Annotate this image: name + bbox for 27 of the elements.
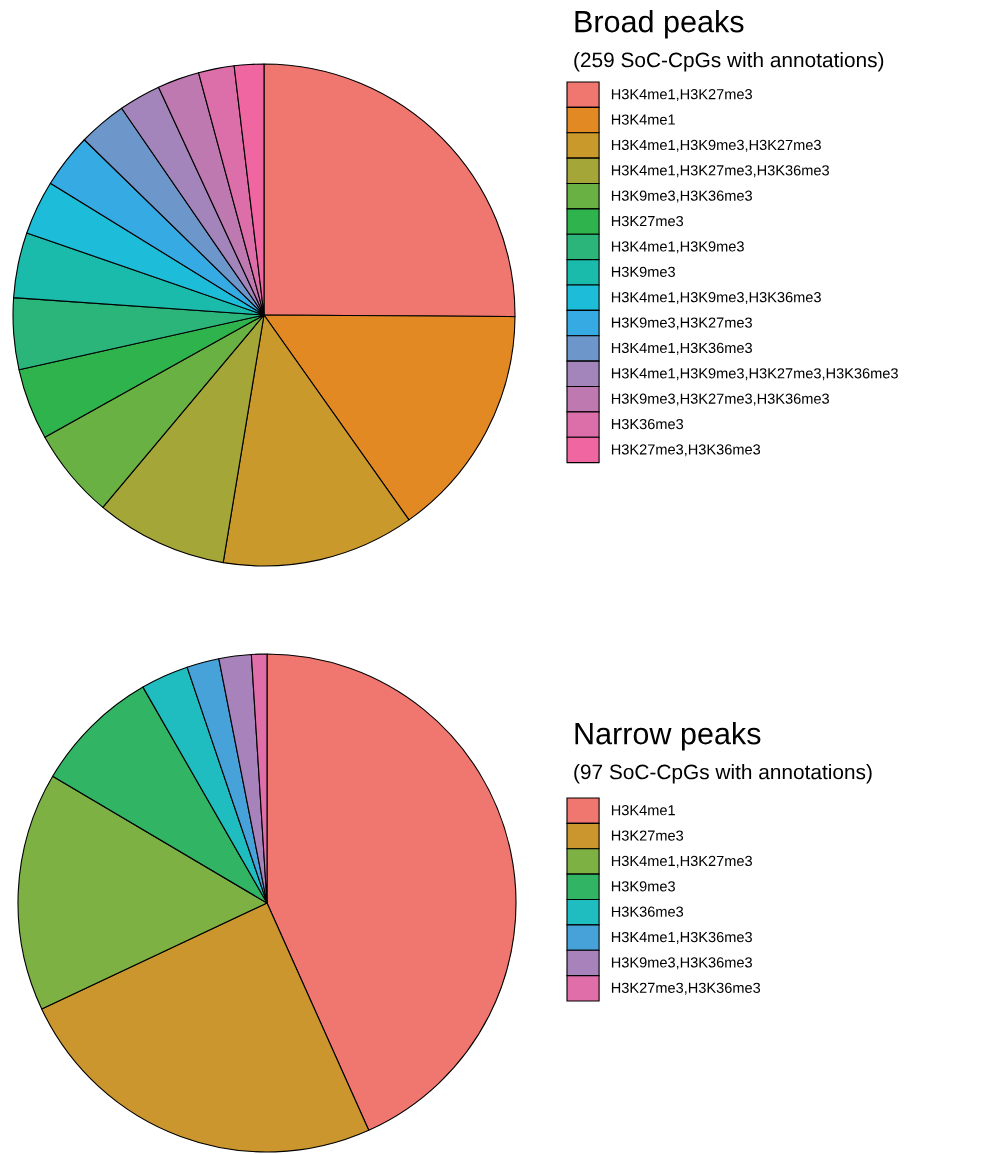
legend-label: H3K9me3 [611,266,675,277]
legend-label: H3K9me3,H3K36me3 [611,957,752,970]
legend-label: H3K27me3 [611,830,684,841]
legend-label: H3K4me1,H3K27me3 [611,89,752,102]
text: Narrow peaks [575,722,761,751]
chart-subtitle: (259 SoC-CpGs with annotations) [574,52,884,72]
legend-label: H3K27me3,H3K36me3 [611,444,761,457]
text: (97 SoC-CpGs with annotations) [574,764,872,784]
legend-label: H3K27me3,H3K36me3 [611,982,761,995]
legend-label: H3K4me1,H3K27me3,H3K36me3 [611,165,829,178]
chart-title: Broad peaks [575,10,744,39]
legend-label: H3K36me3 [611,418,684,430]
legend-label: H3K9me3 [611,881,675,892]
legend-label: H3K27me3 [611,215,684,227]
legend-label: H3K4me1 [611,114,675,125]
legend-label: H3K4me1,H3K36me3 [611,931,752,944]
legend-label: H3K4me1,H3K9me3 [611,241,744,254]
legend-label: H3K4me1,H3K9me3,H3K27me3,H3K36me3 [611,368,898,381]
legend-label: H3K4me1,H3K36me3 [611,342,752,355]
legend-label: H3K9me3,H3K36me3 [611,190,752,203]
legend-label: H3K36me3 [611,906,684,917]
slice-label: H3K4me1 [611,805,675,816]
legend-label: H3K4me1,H3K9me3,H3K36me3 [611,292,821,305]
legend-label: H3K4me1,H3K9me3,H3K27me3 [611,139,821,152]
legend-label: H3K9me3,H3K27me3,H3K36me3 [611,393,829,406]
legend-label: H3K4me1,H3K27me3 [611,855,752,868]
legend-label: H3K9me3,H3K27me3 [611,317,752,330]
